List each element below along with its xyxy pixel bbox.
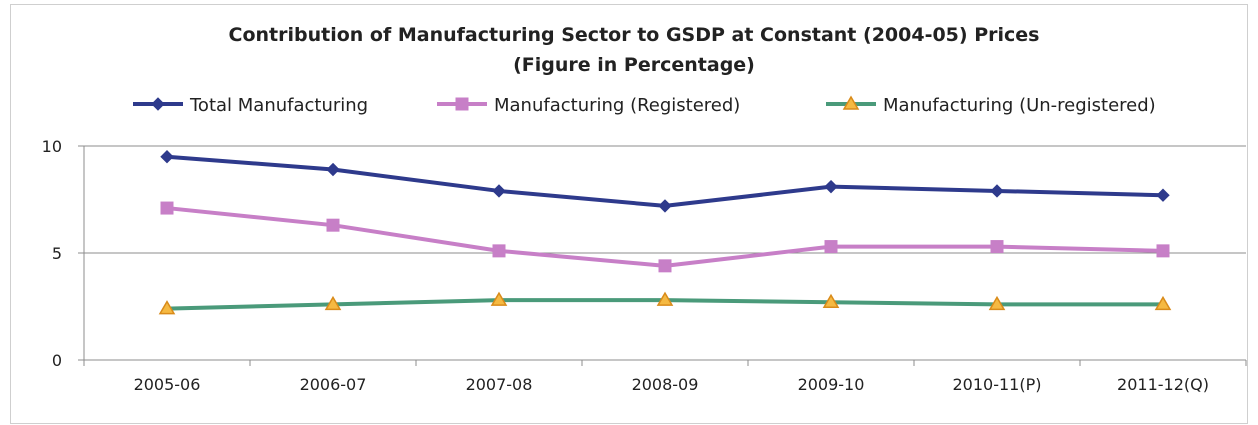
data-point (1156, 188, 1170, 202)
legend-swatch-marker (455, 97, 469, 111)
axes (78, 145, 1247, 366)
legend-swatch-marker (151, 97, 165, 111)
data-point (490, 291, 508, 306)
legend-swatch-marker (842, 95, 860, 110)
chart-title: Contribution of Manufacturing Sector to … (229, 24, 1040, 46)
data-point (658, 199, 672, 213)
gridlines (84, 145, 1246, 254)
x-tick-label: 2009-10 (798, 375, 865, 394)
data-point (160, 149, 174, 164)
x-tick-label: 2008-09 (632, 375, 699, 394)
x-tick-label: 2010-11(P) (953, 375, 1042, 394)
data-point (160, 201, 174, 215)
y-tick-label: 0 (52, 351, 62, 370)
legend-label: Manufacturing (Registered) (494, 95, 740, 116)
legend: Total Manufacturing Manufacturing (Regist… (133, 95, 1156, 116)
legend-label: Total Manufacturing (189, 95, 368, 116)
data-point (990, 240, 1004, 254)
data-point (824, 240, 838, 254)
y-tick-label: 5 (52, 244, 62, 263)
data-point (822, 293, 840, 308)
x-tick-label: 2007-08 (466, 375, 533, 394)
data-point (492, 244, 506, 258)
y-tick-label: 10 (42, 137, 62, 156)
data-point (658, 259, 672, 273)
data-point (326, 218, 340, 232)
chart-subtitle: (Figure in Percentage) (513, 54, 755, 76)
series-line (166, 154, 1164, 208)
data-point (988, 295, 1006, 311)
data-point (326, 162, 340, 177)
series-line (166, 206, 1164, 268)
x-tick-label: 2006-07 (300, 375, 367, 394)
data-point (492, 184, 506, 198)
data-point (1154, 295, 1172, 311)
series-layer (158, 149, 1172, 315)
tick-labels: 0 5 10 2005-06 2006-07 2007-08 2008-09 2009-10 2… (42, 137, 1209, 394)
x-tick-label: 2011-12(Q) (1117, 375, 1209, 394)
data-point (990, 184, 1004, 198)
data-point (158, 300, 176, 315)
data-point (824, 179, 838, 194)
data-point (324, 295, 342, 311)
data-point (656, 291, 674, 306)
legend-label: Manufacturing (Un-registered) (883, 95, 1156, 116)
x-tick-label: 2005-06 (134, 375, 201, 394)
data-point (1156, 244, 1170, 258)
